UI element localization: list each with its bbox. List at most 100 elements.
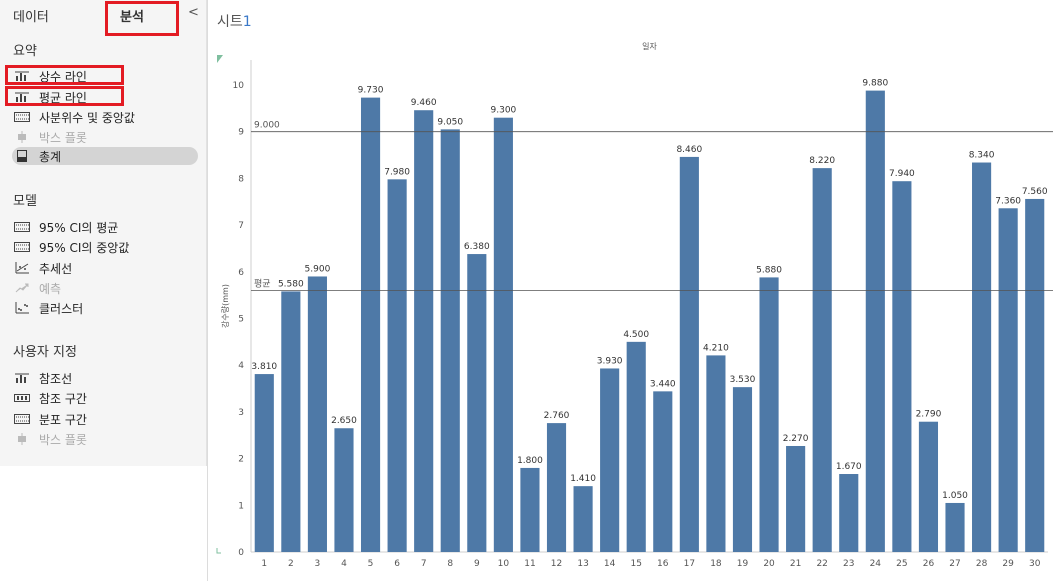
bar [600,368,620,552]
y-axis-title: 강수량(mm) [220,284,230,328]
bar [546,423,567,552]
y-tick-label: 6 [238,268,244,278]
x-tick-label: 9 [474,559,480,569]
y-tick-label: 3 [238,408,244,418]
analytics-item[interactable]: 참조선 [14,369,200,387]
analytics-item-label: 참조 구간 [39,391,87,406]
distribution-band-icon [14,412,30,426]
pane-corner-marker-bottom [216,548,221,554]
sheet-title-text: 시트 [217,14,243,30]
bar-value-label: 2.790 [916,410,942,420]
x-tick-label: 19 [737,559,749,569]
x-tick-label: 10 [498,559,510,569]
bar-value-label: 3.810 [251,362,277,372]
column-header: 일자 [642,42,657,51]
x-tick-label: 6 [394,559,400,569]
x-tick-label: 29 [1002,559,1014,569]
reference-line-label: 평균 [254,278,271,289]
title-cursor: 1 [242,14,252,30]
bar-value-label: 1.050 [942,491,968,501]
bar [865,90,885,552]
box-plot-icon [14,130,30,144]
y-tick-label: 7 [238,221,244,231]
reference-band-icon [14,391,30,405]
bar [812,168,832,552]
bar-value-label: 1.670 [836,462,862,472]
bar-value-label: 3.440 [650,379,676,389]
pane-tabs: 데이터 분석 < [0,0,207,30]
section-title: 사용자 지정 [13,345,77,360]
bar [998,208,1018,552]
analytics-item[interactable]: 총계 [12,147,198,165]
analytics-item: 박스 플롯 [14,430,200,448]
analytics-item[interactable]: 분포 구간 [14,410,200,428]
bar-value-label: 8.460 [676,145,702,155]
bar-value-label: 2.270 [783,434,809,444]
x-tick-label: 14 [604,559,616,569]
x-tick-label: 16 [657,559,669,569]
x-tick-label: 13 [577,559,588,569]
analytics-item: 예측 [14,279,200,297]
sheet-title[interactable]: 시트1 [217,11,252,31]
y-tick-label: 1 [238,501,244,511]
x-tick-label: 17 [684,559,695,569]
bar [493,117,513,552]
bar [759,277,779,552]
reference-line-icon [14,69,30,83]
analytics-item-label: 추세선 [39,261,73,276]
x-tick-label: 26 [923,559,935,569]
x-tick-label: 20 [763,559,775,569]
bar [706,355,726,552]
bar-value-label: 4.500 [623,330,649,340]
x-tick-label: 18 [710,559,722,569]
analytics-pane: 데이터 분석 < 요약 상수 라인 평균 라인 사분위수 및 중앙값 박스 플롯 총계 모델… [0,0,207,466]
analytics-item[interactable]: 95% CI의 중앙값 [14,238,200,256]
analytics-item[interactable]: 클러스터 [14,299,200,317]
bar-value-label: 9.050 [437,117,463,127]
bar-value-label: 9.730 [358,86,384,96]
bar-value-label: 2.760 [544,411,570,421]
x-tick-label: 23 [843,559,854,569]
pane-corner-marker-top [217,55,223,63]
bar [918,421,939,552]
bar-value-label: 1.410 [570,474,596,484]
x-tick-label: 11 [524,559,535,569]
section-title: 모델 [13,194,37,209]
bar-value-label: 5.580 [278,279,304,289]
x-tick-label: 22 [816,559,827,569]
analytics-item[interactable]: 사분위수 및 중앙값 [14,108,200,126]
x-tick-label: 4 [341,559,347,569]
analytics-item-label: 예측 [39,281,62,296]
bar [653,391,673,552]
bar [839,474,859,552]
x-tick-label: 12 [551,559,562,569]
x-tick-label: 1 [261,559,267,569]
analytics-item[interactable]: 참조 구간 [14,389,200,407]
tab-data[interactable]: 데이터 [13,10,49,25]
x-tick-label: 24 [870,559,882,569]
bar [573,486,593,552]
analytics-item[interactable]: 95% CI의 평균 [14,218,200,236]
bar [972,162,992,552]
bar-value-label: 8.220 [809,156,835,166]
bar [1025,198,1045,552]
bar [626,341,646,552]
cluster-icon [14,301,30,315]
bar [440,129,460,553]
bar [387,179,407,553]
y-tick-label: 0 [238,548,244,558]
analytics-item-label: 박스 플롯 [39,130,87,145]
y-tick-label: 2 [238,455,244,465]
bar-value-label: 7.980 [384,167,410,177]
reference-line-icon [14,371,30,385]
x-tick-label: 15 [630,559,641,569]
analytics-item[interactable]: 평균 라인 [14,88,200,106]
trend-line-icon [14,261,30,275]
analytics-item[interactable]: 상수 라인 [14,67,200,85]
bar [281,291,301,552]
tab-analytics[interactable]: 분석 [120,10,144,25]
x-tick-label: 25 [896,559,907,569]
analytics-item[interactable]: 추세선 [14,259,200,277]
collapse-pane-button[interactable]: < [188,5,199,20]
analytics-item-label: 상수 라인 [39,69,87,84]
